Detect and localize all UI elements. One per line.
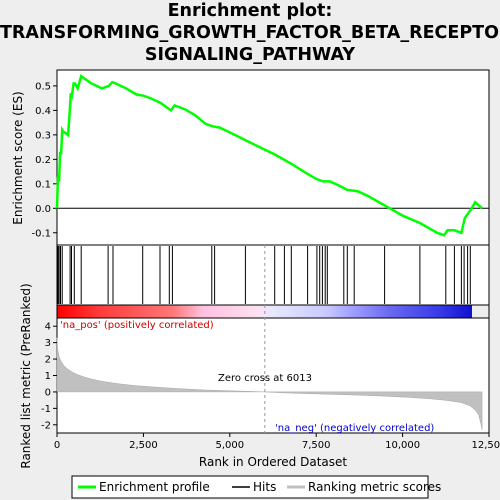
x-tick-label: 5,000 bbox=[215, 440, 244, 451]
es-y-tick-label: 0.0 bbox=[35, 204, 51, 215]
es-y-tick-label: 0.2 bbox=[35, 155, 51, 166]
legend-metric-label: Ranking metric scores bbox=[308, 480, 441, 494]
metric-x-axis: 0 2,500 5,000 7,500 10,000 12,500 bbox=[54, 433, 500, 451]
na-pos-label: 'na_pos' (positively correlated) bbox=[60, 320, 214, 331]
es-y-tick-label: 0.3 bbox=[35, 130, 51, 141]
metric-y-tick-label: 3 bbox=[45, 338, 51, 349]
x-tick-label: 10,000 bbox=[385, 440, 420, 451]
x-tick-label: 7,500 bbox=[302, 440, 331, 451]
es-y-tick-label: -0.1 bbox=[31, 228, 51, 239]
metric-y-tick-label: -1 bbox=[41, 404, 51, 415]
ranking-metric-area bbox=[56, 337, 483, 430]
hits-panel bbox=[57, 246, 471, 304]
title-line-1: Enrichment plot: bbox=[167, 1, 333, 21]
chart-title: Enrichment plot: TRANSFORMING_GROWTH_FAC… bbox=[0, 0, 500, 66]
es-panel-frame bbox=[56, 69, 490, 246]
x-tick-label: 2,500 bbox=[129, 440, 158, 451]
legend-enrichment-label: Enrichment profile bbox=[99, 480, 210, 494]
metric-y-axis-label: Ranked list metric (PreRanked) bbox=[19, 283, 33, 468]
metric-y-axis: -2 -1 0 1 2 3 4 bbox=[41, 322, 57, 431]
metric-y-tick-label: -2 bbox=[41, 420, 51, 431]
x-tick-label: 12,500 bbox=[472, 440, 500, 451]
legend-hits-label: Hits bbox=[253, 480, 276, 494]
zero-cross-label: Zero cross at 6013 bbox=[218, 373, 312, 384]
metric-x-axis-label: Rank in Ordered Dataset bbox=[199, 455, 347, 469]
na-neg-label: 'na_neg' (negatively correlated) bbox=[275, 423, 434, 434]
es-y-tick-label: 0.5 bbox=[35, 81, 51, 92]
title-line-3: SIGNALING_PATHWAY bbox=[144, 45, 356, 65]
es-y-tick-label: 0.4 bbox=[35, 106, 51, 117]
metric-y-tick-label: 4 bbox=[45, 322, 51, 333]
metric-panel-frame bbox=[56, 317, 490, 434]
metric-y-tick-label: 0 bbox=[45, 387, 51, 398]
es-y-axis-label: Enrichment score (ES) bbox=[11, 91, 25, 224]
enrichment-profile-line bbox=[55, 74, 483, 237]
metric-y-tick-label: 1 bbox=[45, 371, 51, 382]
title-line-2: TRANSFORMING_GROWTH_FACTOR_BETA_RECEPTOR… bbox=[0, 23, 500, 43]
x-tick-label: 0 bbox=[54, 440, 60, 451]
es-y-tick-label: 0.1 bbox=[35, 179, 51, 190]
hits-panel-frame bbox=[56, 244, 490, 306]
metric-y-tick-label: 2 bbox=[45, 355, 51, 366]
es-y-axis: -0.1 0.0 0.1 0.2 0.3 0.4 0.5 bbox=[31, 81, 57, 239]
